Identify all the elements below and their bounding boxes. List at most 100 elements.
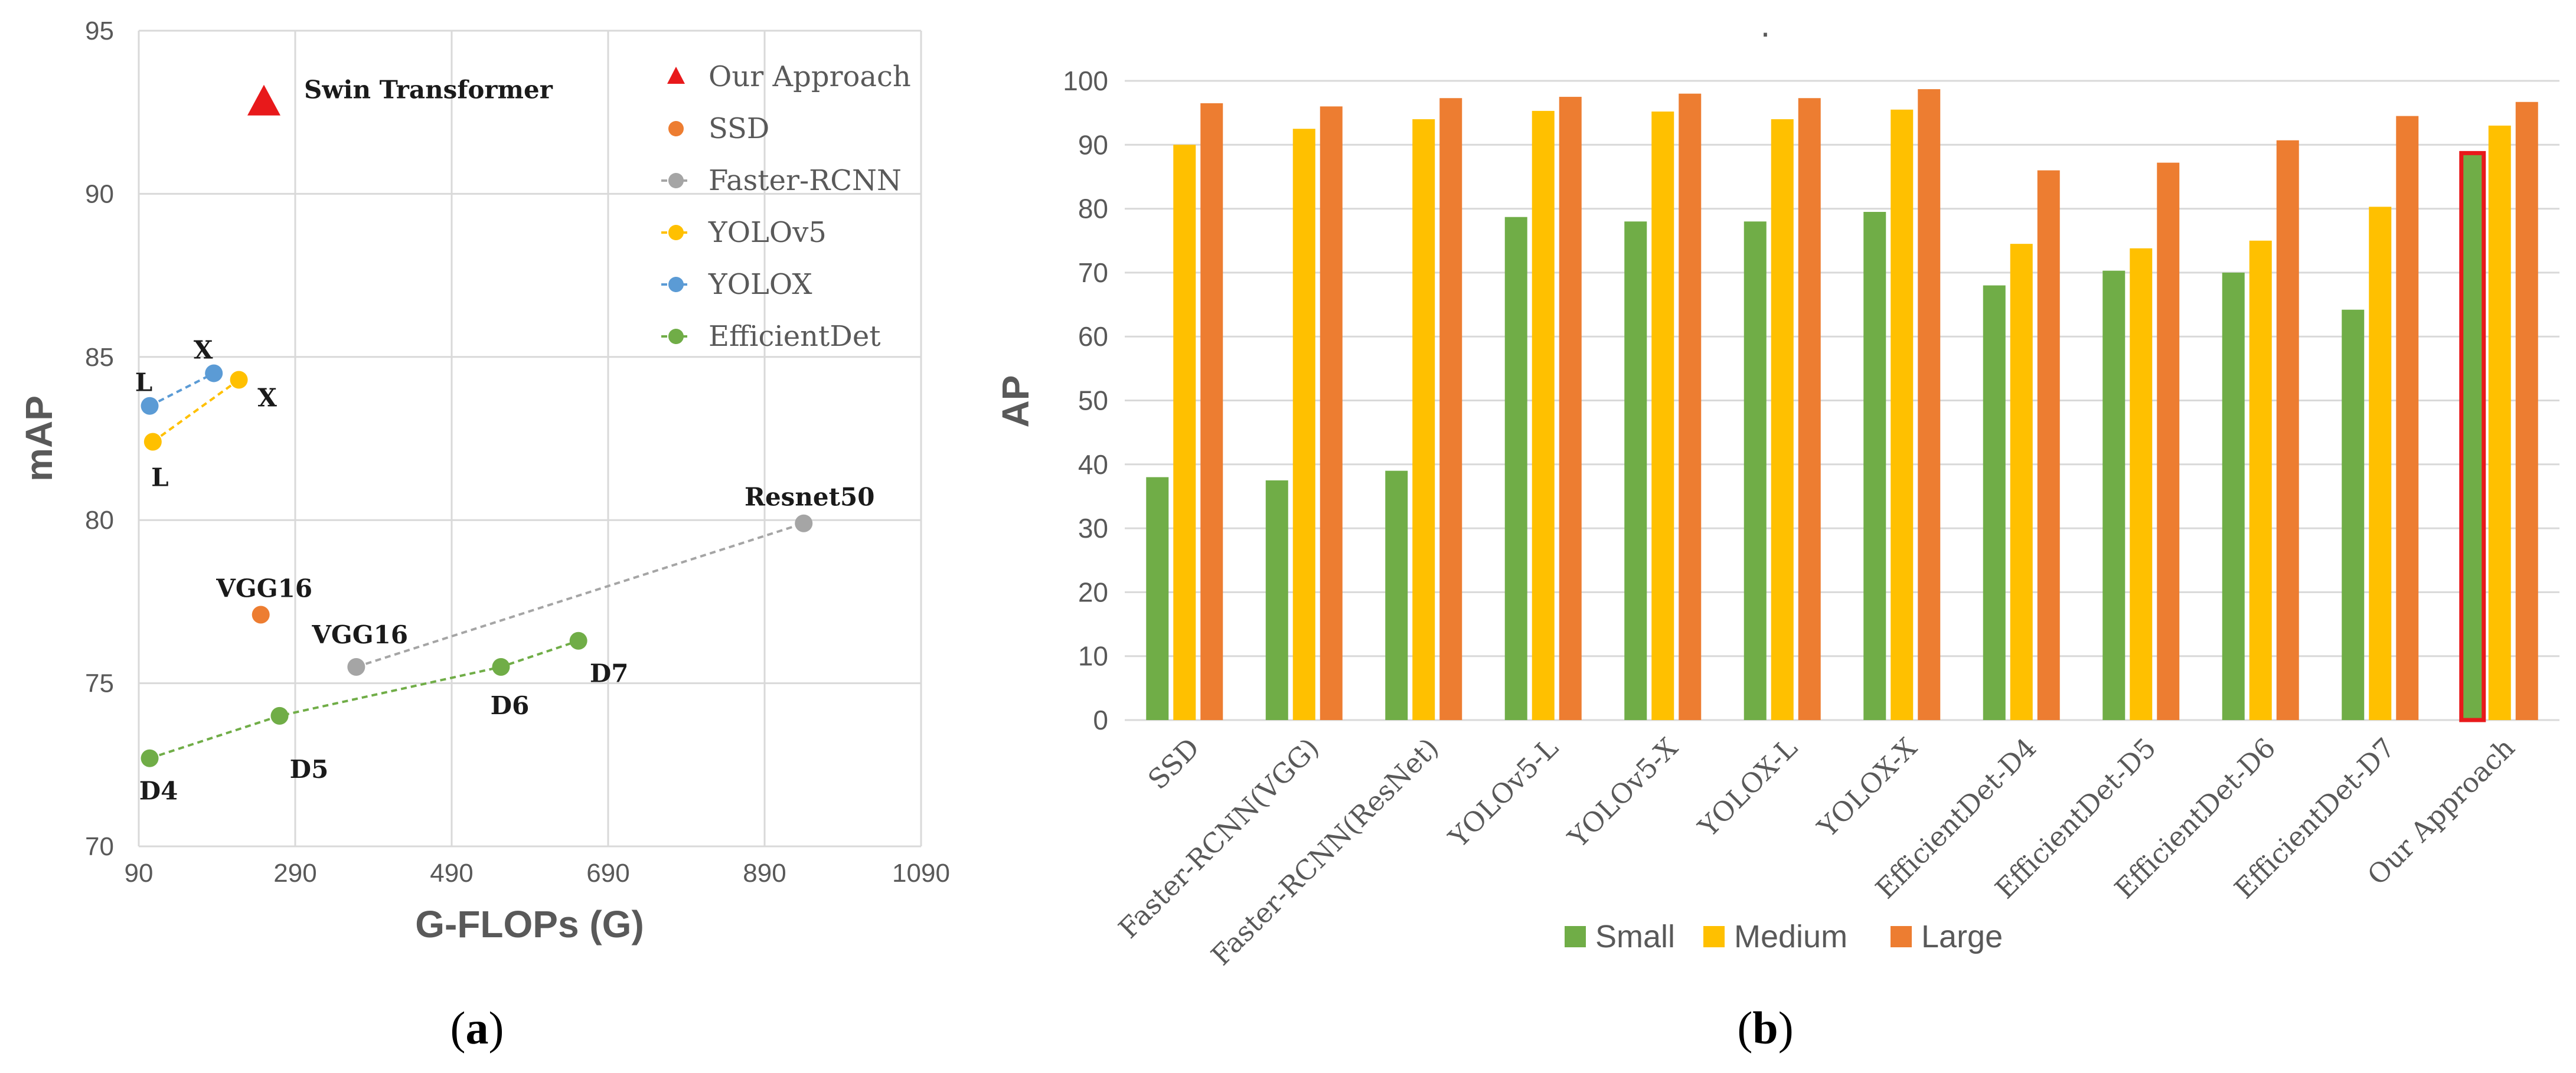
yolox-marker (141, 397, 159, 415)
panel-label-b: (b) (1737, 1002, 1793, 1054)
point-label: X (257, 383, 277, 412)
y-axis-title-b: AP (994, 375, 1037, 428)
y-tick-label: 70 (85, 832, 114, 861)
faster-rcnn-legend-marker (668, 173, 684, 188)
x-tick-label: 1090 (892, 859, 950, 888)
small-bar-efficientdet-d7 (2342, 309, 2365, 720)
yolox-legend-label: YOLOX (708, 268, 812, 301)
medium-bar-our-approach (2488, 125, 2511, 720)
category-label: YOLOX-L (1692, 732, 1803, 843)
efficientdet-series-line (149, 639, 579, 760)
y-tick-label: 30 (1078, 513, 1108, 544)
category-label: Faster-RCNN(ResNet) (1205, 732, 1445, 971)
large-bar-efficientdet-d4 (2037, 170, 2060, 720)
point-labels-a: Swin Transformer VGG16 VGG16 Resnet50 L X L X D4… (135, 76, 875, 806)
point-label: L (151, 463, 169, 492)
point-label: VGG16 (311, 620, 408, 649)
small-bar-ssd (1146, 477, 1169, 720)
legend-b: Small Medium Large (1565, 919, 2003, 954)
point-label: Swin Transformer (304, 76, 553, 104)
yolov5-series-line (152, 378, 240, 443)
x-tick-label: 890 (743, 859, 786, 888)
point-label: D4 (139, 777, 178, 806)
tick-labels-a: 90 290 490 690 890 1090 70 75 80 85 90 95 (85, 17, 950, 888)
efficientdet-marker (492, 657, 510, 676)
small-bar-yolov5-l (1504, 217, 1527, 721)
small-bar-efficientdet-d5 (2102, 270, 2126, 720)
faster-rcnn-legend-label: Faster-RCNN (709, 164, 902, 197)
efficientdet-marker (569, 632, 587, 650)
series-lines-a (149, 372, 804, 760)
medium-legend-swatch (1703, 926, 1725, 947)
yolox-series-line (149, 372, 215, 407)
y-tick-label: 10 (1078, 641, 1108, 672)
bars-b (1146, 89, 2538, 722)
small-bar-efficientdet-d4 (1983, 285, 2006, 720)
point-label: X (194, 335, 213, 364)
our-approach-marker (247, 84, 280, 116)
point-label: D5 (290, 755, 329, 784)
our-approach-legend-label: Our Approach (709, 60, 911, 93)
efficientdet-marker (141, 749, 159, 767)
y-tick-label: 80 (85, 506, 114, 535)
point-label: L (135, 368, 153, 397)
point-label: VGG16 (216, 574, 312, 603)
y-tick-label: 70 (1078, 257, 1108, 288)
large-bar-our-approach (2515, 102, 2538, 720)
yolox-marker (205, 364, 223, 382)
x-tick-label: 490 (430, 859, 473, 888)
medium-bar-faster-rcnn-resnet (1412, 119, 1435, 721)
gridlines-a (138, 30, 922, 848)
y-tick-label: 95 (85, 17, 114, 45)
medium-bar-efficientdet-d5 (2130, 248, 2153, 721)
large-bar-yolov5-x (1679, 93, 1702, 720)
bar-panel: . 0 10 20 30 40 50 60 70 80 90 100 SSDFaster-RCNN(… (994, 5, 2559, 1054)
large-bar-efficientdet-d7 (2396, 116, 2419, 720)
large-bar-yolov5-l (1559, 97, 1582, 721)
small-bar-efficientdet-d6 (2222, 272, 2245, 720)
faster-rcnn-marker (795, 514, 813, 532)
category-label: SSD (1142, 732, 1206, 796)
medium-bar-yolox-l (1771, 119, 1794, 721)
large-bar-yolox-x (1918, 89, 1941, 721)
panel-label-a: (a) (450, 1002, 504, 1054)
y-tick-label: 100 (1063, 66, 1108, 96)
gridlines-b (1125, 80, 2559, 721)
small-bar-our-approach (2459, 151, 2486, 722)
point-label: D7 (590, 659, 629, 688)
ssd-marker (252, 606, 270, 624)
yolox-legend-marker (668, 277, 684, 292)
point-label: D6 (491, 691, 530, 720)
small-bar-yolox-x (1863, 212, 1886, 720)
small-bar-yolov5-x (1624, 221, 1647, 720)
faster-rcnn-series-line (355, 522, 804, 668)
medium-bar-yolov5-l (1532, 110, 1555, 720)
x-tick-label: 290 (273, 859, 316, 888)
yolov5-legend-marker (668, 225, 684, 240)
y-tick-label: 20 (1078, 577, 1108, 607)
small-legend-label: Small (1595, 919, 1675, 954)
y-tick-label: 90 (1078, 129, 1108, 160)
our-approach-legend-marker (667, 67, 685, 84)
large-bar-faster-rcnn-resnet (1439, 98, 1462, 721)
y-tick-label: 0 (1093, 705, 1108, 735)
ssd-legend-marker (668, 121, 684, 136)
efficientdet-marker (270, 706, 289, 725)
large-bar-faster-rcnn-vgg (1320, 106, 1343, 720)
faster-rcnn-marker (347, 657, 365, 676)
medium-bar-faster-rcnn-vgg (1292, 129, 1315, 721)
point-label: Resnet50 (745, 483, 874, 512)
medium-bar-yolov5-x (1651, 111, 1674, 720)
y-tick-label: 80 (1078, 194, 1108, 224)
large-bar-efficientdet-d5 (2157, 162, 2180, 720)
category-label: YOLOv5-X (1562, 731, 1684, 854)
small-bar-yolox-l (1744, 221, 1767, 720)
medium-bar-yolox-x (1891, 109, 1914, 721)
medium-bar-ssd (1173, 145, 1196, 721)
medium-bar-efficientdet-d4 (2010, 244, 2033, 720)
ssd-legend-label: SSD (709, 112, 769, 145)
x-axis-title-a: G-FLOPs (G) (415, 903, 644, 946)
y-axis-title-a: mAP (18, 395, 60, 482)
small-legend-swatch (1565, 926, 1586, 947)
